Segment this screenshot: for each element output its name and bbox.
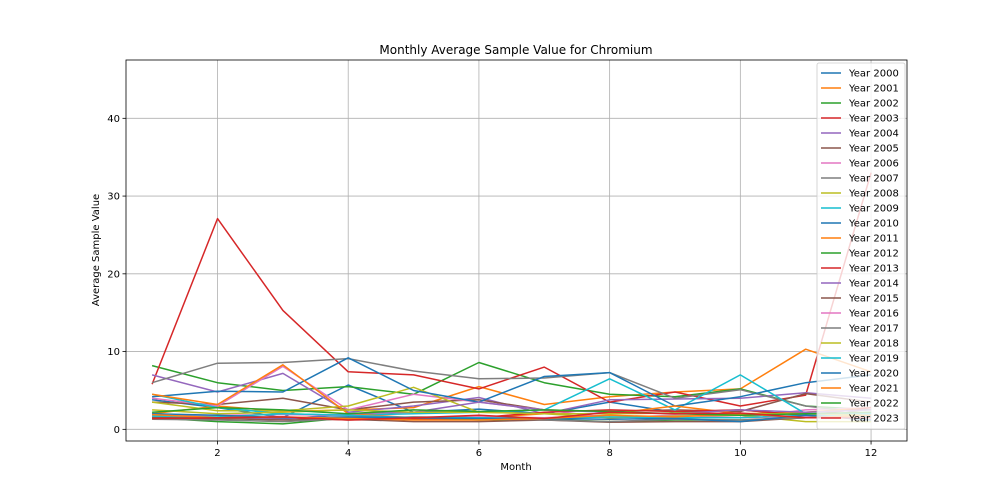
legend-entry: Year 2015 (848, 294, 899, 305)
legend-entry: Year 2007 (848, 174, 899, 185)
legend-entry: Year 2011 (848, 234, 899, 245)
legend-entry: Year 2022 (848, 399, 899, 410)
series-line (151, 357, 872, 415)
series-line (152, 392, 872, 413)
y-tick-label: 30 (107, 192, 120, 203)
legend-entry: Year 2012 (848, 249, 899, 260)
x-axis-label: Month (500, 462, 531, 473)
y-tick-label: 0 (114, 425, 120, 436)
legend-entry: Year 2014 (848, 279, 899, 290)
legend-entry: Year 2020 (848, 369, 899, 380)
legend-entry: Year 2023 (848, 414, 899, 425)
legend-entry: Year 2017 (848, 324, 899, 335)
legend: Year 2000 Year 2001 Year 2002 Year 2003 Year… (816, 62, 906, 430)
x-axis: 2 4 6 8 10 12 (214, 441, 877, 459)
y-tick-label: 10 (107, 347, 120, 358)
legend-box (816, 62, 906, 430)
legend-entry: Year 2021 (848, 384, 899, 395)
y-axis-label: Average Sample Value (91, 194, 102, 306)
legend-entry: Year 2018 (848, 339, 899, 350)
legend-entry: Year 2010 (848, 219, 899, 230)
x-tick-label: 2 (214, 448, 220, 459)
y-axis: 0 10 20 30 40 (107, 114, 126, 436)
legend-entry: Year 2003 (848, 114, 899, 125)
legend-entry: Year 2008 (848, 189, 899, 200)
x-tick-label: 4 (345, 448, 351, 459)
legend-entry: Year 2004 (848, 129, 899, 140)
x-tick-label: 10 (734, 448, 747, 459)
legend-entry: Year 2016 (848, 309, 899, 320)
plot-frame (125, 59, 908, 442)
legend-entry: Year 2009 (848, 204, 899, 215)
x-tick-label: 12 (865, 448, 878, 459)
legend-entry: Year 2005 (848, 144, 899, 155)
x-tick-label: 8 (606, 448, 612, 459)
legend-entry: Year 2002 (848, 99, 899, 110)
y-tick-label: 20 (107, 269, 120, 280)
legend-entry: Year 2019 (848, 354, 899, 365)
plot-area (126, 60, 907, 441)
legend-entry: Year 2001 (848, 84, 899, 95)
x-tick-label: 6 (476, 448, 482, 459)
y-tick-label: 40 (107, 114, 120, 125)
series-lines (151, 172, 872, 425)
series-line (152, 401, 872, 420)
series-line (152, 357, 872, 407)
chart-title: Monthly Average Sample Value for Chromiu… (379, 43, 652, 57)
legend-entry: Year 2006 (848, 159, 899, 170)
legend-entry: Year 2013 (848, 264, 899, 275)
series-line (152, 411, 872, 421)
series-line (152, 406, 872, 417)
legend-entry: Year 2000 (848, 69, 899, 80)
